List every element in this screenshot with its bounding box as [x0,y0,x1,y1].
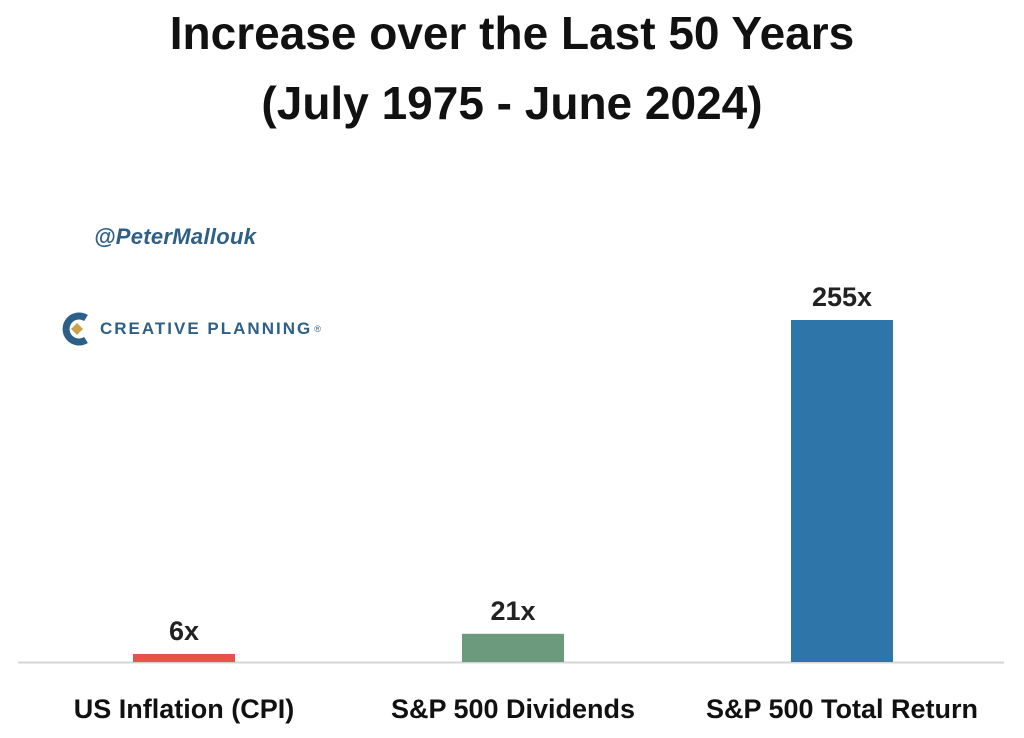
bar-0 [133,653,235,662]
category-label-0: US Inflation (CPI) [74,694,294,724]
chart-title-line2: (July 1975 - June 2024) [261,77,763,129]
brand-logo: CREATIVE PLANNING ® [62,312,321,346]
chart-title-line1: Increase over the Last 50 Years [169,7,855,59]
brand-name: CREATIVE PLANNING [100,319,313,338]
author-handle: @PeterMallouk [94,224,257,249]
category-label-2: S&P 500 Total Return [706,694,978,724]
data-label-2: 255x [812,282,872,312]
data-label-0: 6x [169,616,199,646]
category-label-1: S&P 500 Dividends [391,694,635,724]
data-label-1: 21x [490,596,535,626]
creative-planning-logo-icon [62,312,88,346]
bar-1 [462,633,564,662]
bar-2 [791,320,893,662]
brand-trademark: ® [314,324,321,334]
